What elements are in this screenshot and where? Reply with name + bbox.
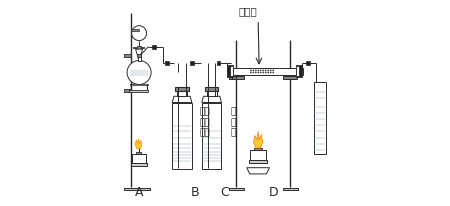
Circle shape [252,72,254,74]
Bar [283,77,297,79]
Bar [176,88,189,92]
Circle shape [272,72,274,74]
Bar [136,152,141,154]
Bar [217,62,220,66]
Circle shape [252,70,254,72]
Bar [202,127,221,169]
Polygon shape [253,132,263,148]
Bar [177,92,187,97]
Bar [296,67,299,76]
Circle shape [262,70,264,72]
Bar [124,188,150,191]
Bar [249,160,267,163]
Bar [152,45,156,49]
Bar [231,68,302,75]
Bar [131,164,147,166]
Circle shape [250,72,252,74]
Circle shape [270,70,271,72]
Bar [124,54,131,58]
Text: A: A [135,185,144,198]
Bar [138,57,140,62]
Text: C: C [220,185,230,198]
Polygon shape [135,139,142,149]
Circle shape [260,72,261,74]
Circle shape [250,70,252,72]
Circle shape [270,72,271,74]
Circle shape [127,61,151,85]
Bar [229,77,243,79]
Polygon shape [202,97,221,103]
Circle shape [267,72,269,74]
Bar [306,62,310,66]
Bar [296,66,302,78]
Polygon shape [135,50,143,56]
Bar [229,188,244,191]
Bar [124,89,131,93]
Text: 氧化铁: 氧化铁 [238,6,257,16]
Bar [314,82,326,154]
Polygon shape [130,84,148,85]
Circle shape [267,70,269,72]
Circle shape [262,72,264,74]
Circle shape [255,70,256,72]
Text: 浓
硫
酸: 浓 硫 酸 [230,107,235,137]
Bar [172,103,192,169]
Circle shape [257,70,259,72]
Polygon shape [128,70,150,76]
Bar [254,148,262,150]
Bar [137,55,141,57]
Polygon shape [247,168,270,174]
Circle shape [265,70,266,72]
Circle shape [257,72,259,74]
Bar [227,66,233,78]
Bar [173,121,191,169]
Bar [165,62,169,66]
Circle shape [272,70,274,72]
Bar [230,67,233,76]
Bar [207,92,217,97]
Bar [131,30,139,32]
Text: D: D [269,185,279,198]
Bar [283,188,298,191]
Bar [250,69,276,74]
Bar [205,88,218,92]
Bar [132,154,146,164]
Bar [202,103,221,169]
Text: B: B [191,185,199,198]
Circle shape [132,27,147,41]
Circle shape [265,72,266,74]
Circle shape [260,70,261,72]
Bar [129,90,148,93]
Circle shape [255,72,256,74]
Polygon shape [172,97,192,103]
Text: 氮氧
化钓
溶液: 氮氧 化钓 溶液 [199,107,210,137]
Bar [250,150,266,161]
Bar [137,47,141,50]
Bar [190,62,194,66]
